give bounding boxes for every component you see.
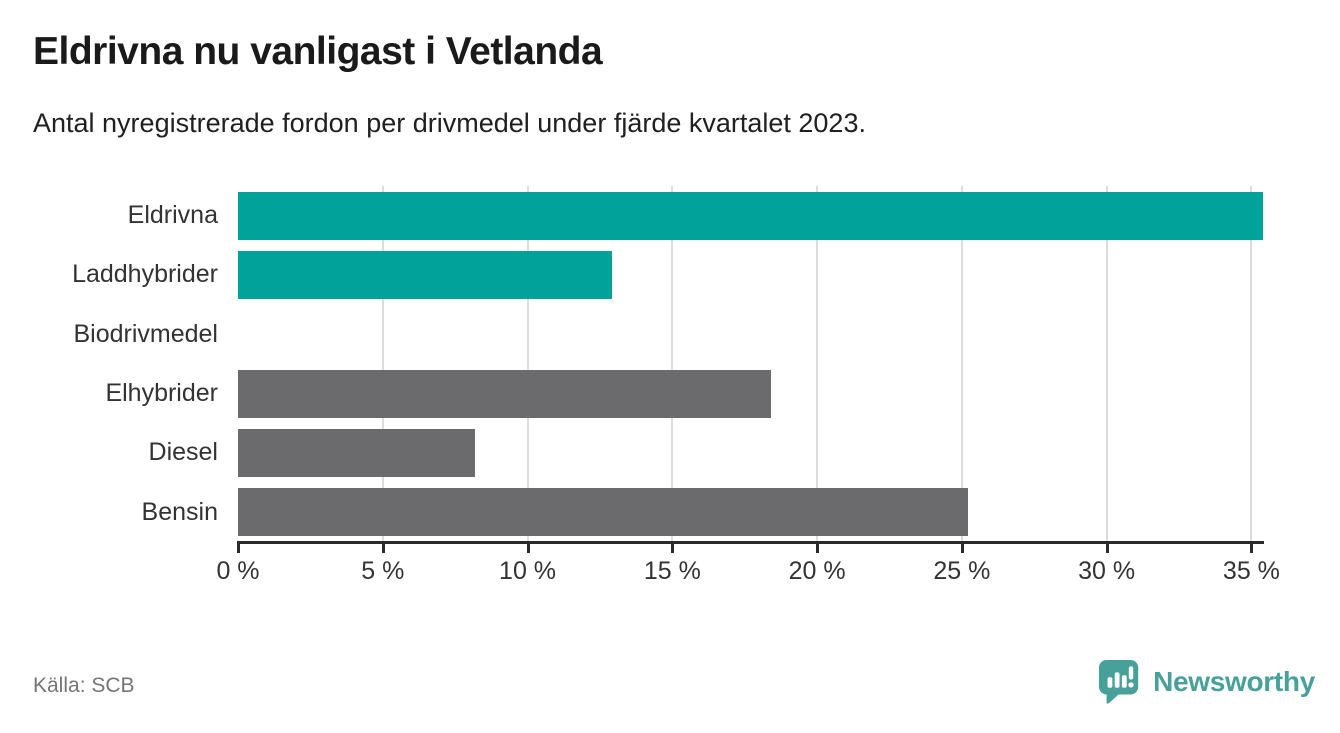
gridline <box>381 186 384 542</box>
x-axis-ticks: 0 % 5 % 10 % 15 % 20 % 25 % 30 % 35 % <box>216 541 1280 585</box>
bar <box>238 488 968 537</box>
bar <box>238 429 476 477</box>
x-tick-mark <box>816 541 820 553</box>
bar-chart: Eldrivna Laddhybrider Biodrivmedel Elhybrid… <box>0 186 1280 585</box>
gridline <box>816 186 819 542</box>
newsworthy-logo-icon <box>1098 659 1139 704</box>
chart-title: Eldrivna nu vanligast i Vetlanda <box>33 30 603 73</box>
bar <box>238 191 1263 240</box>
gridline <box>1250 186 1253 542</box>
x-tick-mark <box>526 541 530 553</box>
plot-area <box>238 186 1263 542</box>
category-label: Eldrivna <box>127 201 218 230</box>
bar <box>238 369 771 418</box>
x-tick-label: 15 % <box>643 557 701 585</box>
gridline <box>960 186 963 542</box>
gridline <box>526 186 529 542</box>
x-tick-mark <box>1250 541 1254 553</box>
x-tick-mark <box>960 541 964 553</box>
x-axis-line <box>237 541 1264 544</box>
x-tick-mark <box>381 541 385 553</box>
source-note: Källa: SCB <box>33 674 135 697</box>
category-label: Biodrivmedel <box>73 319 218 348</box>
bar <box>238 251 612 299</box>
x-tick-label: 25 % <box>933 557 991 585</box>
newsworthy-logo-text: Newsworthy <box>1153 666 1315 697</box>
category-label: Elhybrider <box>105 379 218 408</box>
x-tick-label: 5 % <box>361 557 405 585</box>
x-tick-label: 35 % <box>1222 557 1280 585</box>
x-tick-mark <box>237 541 240 553</box>
x-tick-label: 0 % <box>216 557 260 585</box>
x-tick-label: 30 % <box>1078 557 1136 585</box>
x-tick-mark <box>1105 541 1109 553</box>
category-label: Bensin <box>141 497 218 526</box>
chart-subtitle: Antal nyregistrerade fordon per drivmede… <box>33 108 866 138</box>
newsworthy-logo[interactable]: Newsworthy <box>1097 656 1315 708</box>
x-tick-label: 10 % <box>499 557 557 585</box>
category-label: Diesel <box>148 438 218 467</box>
x-tick-mark <box>671 541 675 553</box>
category-label: Laddhybrider <box>72 260 218 289</box>
gridline <box>671 186 674 542</box>
gridline <box>1105 186 1108 542</box>
category-labels: Eldrivna Laddhybrider Biodrivmedel Elhybrid… <box>0 186 218 542</box>
x-tick-label: 20 % <box>788 557 846 585</box>
